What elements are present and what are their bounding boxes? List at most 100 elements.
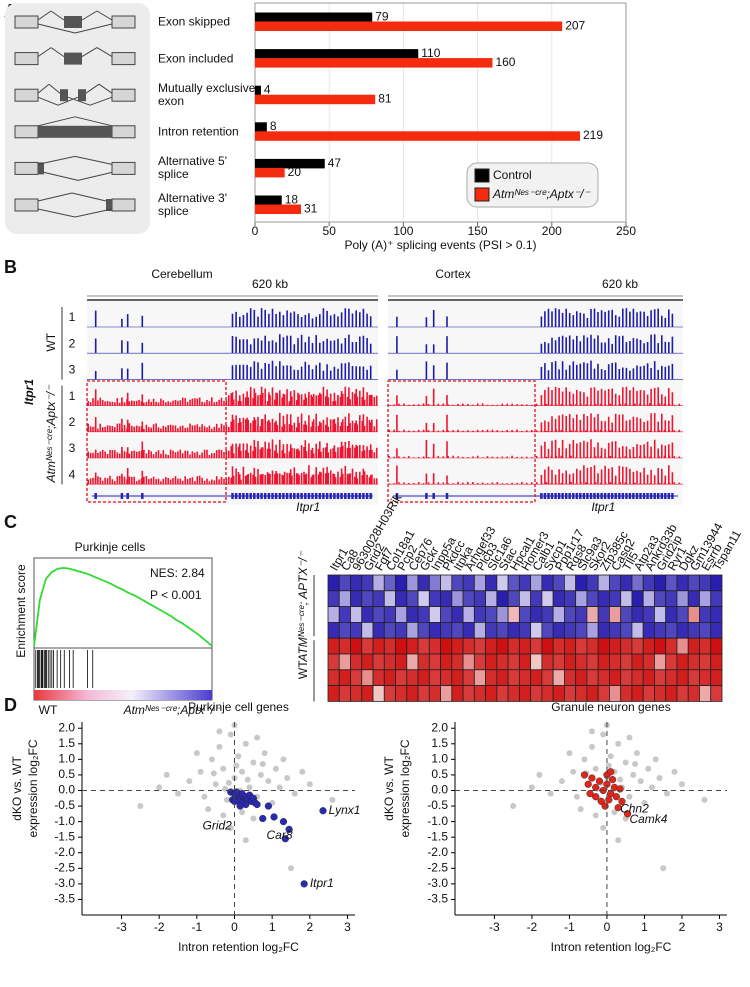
heatmap-cell (451, 637, 464, 655)
heatmap-cell (383, 637, 396, 655)
gene-point (630, 771, 637, 778)
heatmap-cell (473, 590, 487, 607)
heatmap-cell (327, 590, 340, 607)
heatmap-cell (597, 574, 610, 592)
heatmap-cell (485, 637, 498, 655)
gene-annotation: Chn2 (620, 801, 649, 815)
gene-point (637, 778, 644, 785)
heatmap-cell (620, 653, 633, 671)
heatmap-cell (609, 685, 622, 702)
heatmap-cell (575, 653, 588, 671)
category-label: Exon skipped (158, 14, 231, 29)
heatmap-cell (564, 669, 577, 686)
heatmap-cell (676, 622, 689, 639)
heatmap-cell (462, 653, 475, 671)
heatmap-cell (473, 653, 487, 671)
junction-icon (37, 116, 76, 127)
heatmap-cell (609, 590, 622, 607)
heatmap-cell (552, 590, 565, 607)
bar (255, 204, 302, 214)
signal-track (87, 465, 378, 485)
junction-icon (57, 96, 79, 106)
heatmap-cell (383, 685, 396, 702)
exon-icon (14, 125, 39, 139)
heatmap-cell (350, 622, 363, 639)
heatmap-cell (631, 669, 644, 686)
y-tick-label: -3.0 (427, 876, 448, 890)
gene-point (652, 756, 659, 763)
heatmap-cell (406, 637, 419, 655)
highlight-point (259, 814, 267, 823)
value-label: 8 (270, 119, 277, 133)
category-label: Exon included (158, 51, 234, 66)
heatmap-cell (710, 669, 723, 686)
highlight-point (586, 789, 594, 798)
heatmap-cell (530, 653, 543, 671)
junction-icon (37, 83, 50, 94)
y-tick-label: -0.5 (54, 798, 75, 812)
gene-point (287, 865, 294, 872)
y-tick-label: -3.0 (54, 876, 75, 890)
gene-point (573, 793, 580, 800)
y-tick-label: -1.0 (54, 814, 75, 828)
gene-point (222, 785, 229, 792)
gene-point (193, 750, 200, 757)
category-label: Mutually exclusive exon (158, 81, 256, 109)
x-tick-label: -1 (192, 920, 203, 934)
heatmap-cell (383, 606, 396, 623)
heatmap-cell (361, 637, 374, 655)
junction-icon (37, 208, 76, 218)
legend-label: Control (493, 168, 532, 182)
heatmap-cell (406, 574, 419, 592)
heatmap-cell (710, 685, 723, 702)
junction-icon (98, 83, 113, 94)
heatmap-cell (485, 685, 498, 702)
heatmap-cell (485, 590, 498, 607)
heatmap-cell (518, 590, 532, 607)
gene-point (611, 809, 618, 816)
y-tick-label: -0.5 (427, 798, 448, 812)
exon-icon (38, 125, 112, 138)
heatmap-cell (496, 669, 509, 686)
value-label: 4 (264, 83, 271, 97)
heatmap-cell (496, 653, 509, 671)
region-title: Cerebellum (151, 267, 212, 281)
heatmap-cell (654, 685, 667, 702)
heatmap-cell (383, 653, 396, 671)
y-axis-label: expression log₂FC (398, 739, 412, 837)
heatmap-cell (676, 606, 689, 623)
gene-point (615, 837, 622, 844)
heatmap-cell (710, 622, 723, 639)
gene-point (632, 761, 639, 768)
heatmap-cell (496, 606, 509, 623)
y-tick-label: 2.0 (431, 720, 448, 734)
heatmap-cell (338, 590, 351, 607)
heatmap-cell (597, 590, 610, 607)
junction-icon (74, 23, 113, 34)
heatmap-cell (642, 637, 655, 655)
exon-icon (60, 89, 68, 102)
row-group-label: ATMᴺᵉˢ⁻ᶜʳᵉ; APTX⁻/⁻ (296, 550, 310, 663)
group-label: Atmᴺᵉˢ⁻ᶜʳᵉ;Aptx⁻/⁻ (44, 384, 58, 483)
gene-exons (94, 493, 372, 499)
y-tick-label: 0.5 (431, 767, 448, 781)
gene-point (577, 806, 584, 813)
heatmap-cell (687, 622, 700, 639)
y-axis-label: dKO vs. WT (10, 755, 24, 820)
heatmap-cell (665, 622, 678, 639)
signal-track (94, 360, 372, 380)
y-tick-label: -3.5 (54, 892, 75, 906)
x-tick-label: 250 (616, 224, 636, 238)
heatmap-cell (361, 669, 374, 686)
heatmap-cell (462, 622, 475, 639)
gene-point (566, 750, 573, 757)
heatmap-cell (665, 637, 678, 655)
heatmap-cell (383, 669, 396, 686)
bar (255, 21, 563, 31)
heatmap-cell (597, 653, 610, 671)
heatmap-cell (518, 637, 532, 655)
heatmap-cell (518, 685, 532, 702)
value-label: 31 (304, 201, 318, 215)
heatmap-cell (350, 653, 363, 671)
gene-point (239, 768, 246, 775)
